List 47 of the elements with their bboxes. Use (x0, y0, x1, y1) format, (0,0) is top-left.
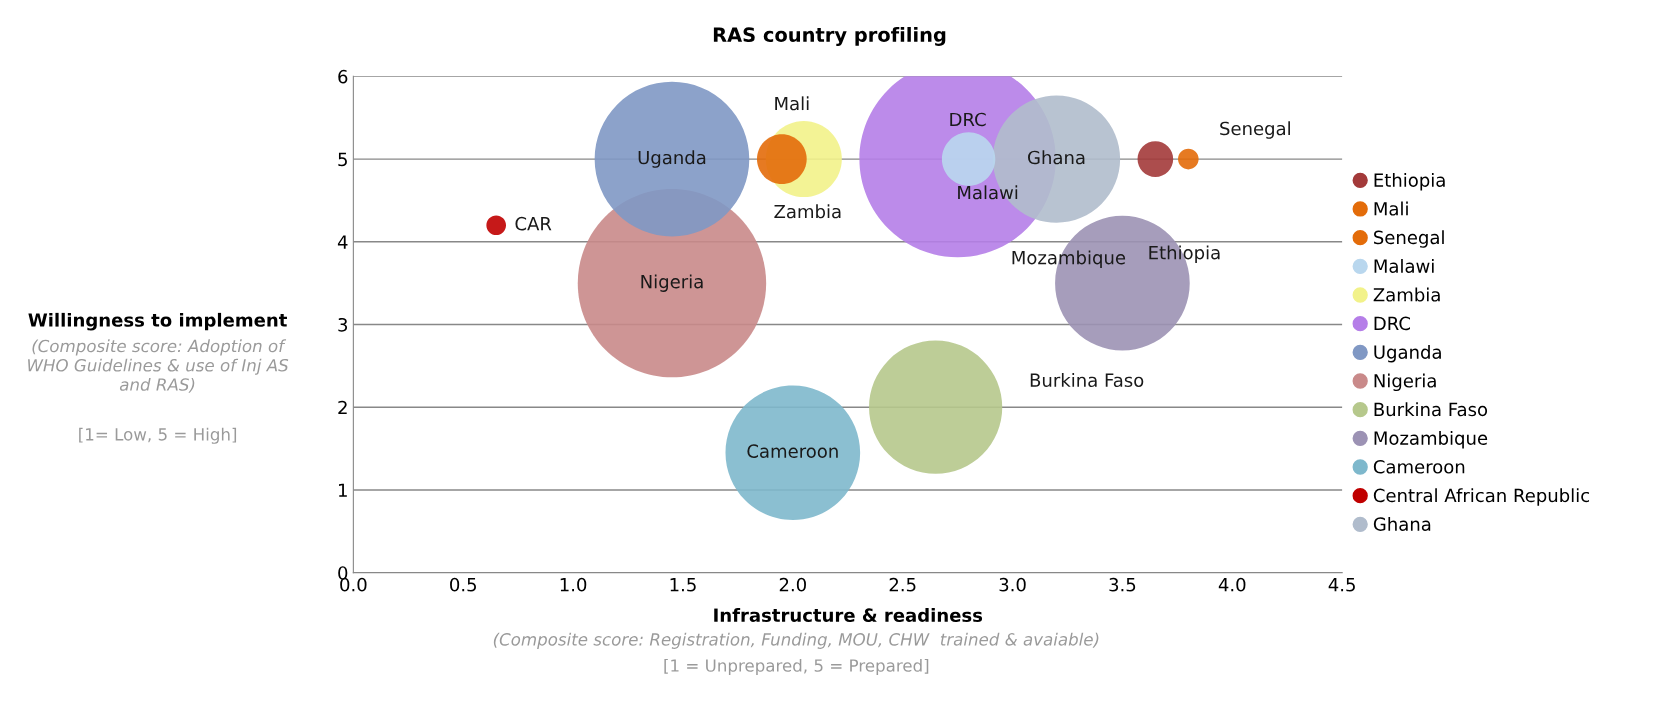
y-tick-label: 6 (338, 69, 348, 84)
y-tick-label: 1 (339, 483, 347, 497)
legend-label: Zambia (1373, 287, 1440, 302)
legend-label: Senegal (1374, 230, 1444, 248)
annotation: Nigeria (641, 274, 703, 292)
y-tick-label: 2 (338, 400, 347, 415)
annotation: CAR (515, 216, 552, 231)
y-tick-label: 5 (338, 152, 347, 167)
legend-label: Cameroon (1373, 459, 1465, 474)
x-tick-label: 1.5 (670, 578, 696, 592)
y-tick-label: 4 (337, 235, 348, 249)
x-tick-label: 1.0 (560, 577, 587, 592)
legend-label: Ghana (1373, 516, 1431, 531)
chart-title: RAS country profiling (713, 26, 946, 46)
annotation: Zambia (774, 204, 841, 219)
legend-label: DRC (1374, 316, 1410, 331)
x-tick-label: 4.0 (1218, 577, 1246, 592)
annotation: Uganda (638, 150, 706, 168)
x-axis-title: Infrastructure & readiness (714, 608, 983, 622)
annotation: DRC (950, 112, 986, 127)
legend-label: Nigeria (1374, 373, 1436, 392)
annotation: Cameroon (747, 444, 838, 458)
text: (Composite score: Registration, Funding, MOU, CHW trained & avaiable) (493, 632, 1099, 649)
legend-label: Mozambique (1374, 430, 1488, 449)
x-tick-label: 2.5 (889, 577, 916, 592)
x-tick-label: 3.5 (1109, 577, 1136, 592)
annotation: Mali (775, 96, 809, 111)
x-tick-label: 4.5 (1328, 578, 1355, 592)
x-tick-label: 3.0 (999, 577, 1026, 592)
annotation: Ethiopia (1149, 245, 1220, 263)
x-tick-label: 0.5 (450, 577, 477, 592)
legend-label: Burkina Faso (1374, 402, 1488, 417)
legend-label: Uganda (1374, 344, 1441, 363)
legend-label: Malawi (1374, 258, 1434, 273)
x-tick-label: 2.0 (779, 577, 806, 592)
y-axis-title: Willingness to implement (28, 312, 287, 331)
text: [1= Low, 5 = High] (79, 427, 237, 444)
legend-label: Central African Republic (1373, 488, 1590, 506)
annotation: Senegal (1220, 121, 1290, 139)
legend-label: Ethiopia (1374, 172, 1445, 191)
y-tick-label: 3 (338, 317, 348, 332)
annotation: Burkina Faso (1030, 373, 1144, 388)
annotation: Malawi (958, 185, 1018, 200)
text: [1 = Unprepared, 5 = Prepared] (664, 658, 929, 676)
legend-label: Mali (1374, 201, 1408, 216)
text: (Composite score: Adoption of WHO Guidelines & use of Inj AS and RAS) (28, 339, 289, 393)
annotation: Ghana (1028, 150, 1085, 165)
